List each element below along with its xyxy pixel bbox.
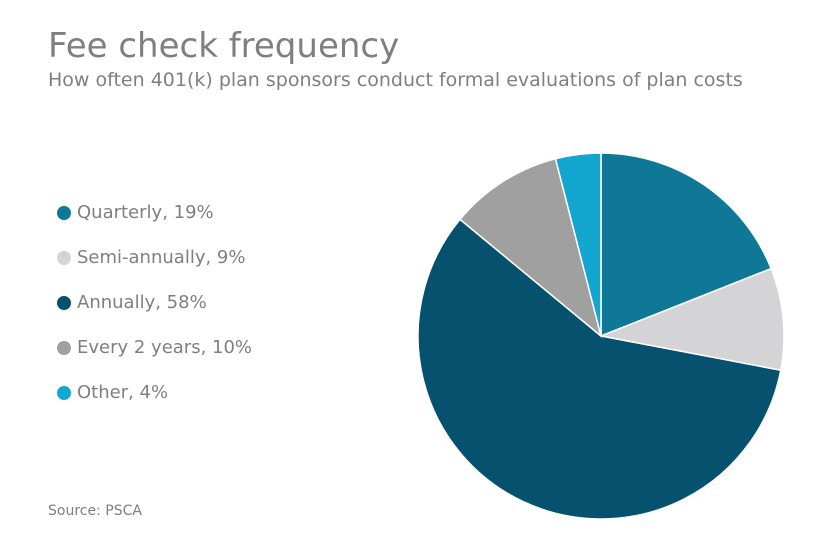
legend-swatch-quarterly	[57, 205, 71, 220]
pie-slice-semi-annually	[598, 267, 785, 372]
source-note: Source: PSCA	[48, 503, 142, 519]
chart-title: Fee check frequency	[48, 26, 400, 66]
legend-item-other: Other, 4%	[57, 370, 252, 415]
legend-item-quarterly: Quarterly, 19%	[57, 190, 252, 235]
pie-slice-other	[554, 152, 602, 337]
legend-swatch-every-2-years	[57, 340, 71, 355]
legend-item-annually: Annually, 58%	[57, 280, 252, 325]
pie-slice-every-2-years	[458, 157, 603, 339]
pie-chart	[417, 152, 785, 520]
legend-swatch-other	[57, 385, 71, 400]
pie-slice-annually	[417, 218, 782, 520]
legend-label-every-2-years: Every 2 years, 10%	[77, 337, 253, 358]
legend-swatch-semi-annually	[57, 250, 71, 265]
chart-subtitle: How often 401(k) plan sponsors conduct f…	[48, 69, 743, 91]
legend-item-semi-annually: Semi-annually, 9%	[57, 235, 252, 280]
legend-label-quarterly: Quarterly, 19%	[77, 202, 214, 223]
legend-label-semi-annually: Semi-annually, 9%	[77, 247, 246, 268]
legend: Quarterly, 19% Semi-annually, 9% Annuall…	[57, 190, 252, 415]
pie-slice-quarterly	[600, 152, 773, 338]
legend-swatch-annually	[57, 295, 71, 310]
legend-label-other: Other, 4%	[77, 382, 169, 403]
legend-label-annually: Annually, 58%	[77, 292, 207, 313]
legend-item-every-2-years: Every 2 years, 10%	[57, 325, 252, 370]
